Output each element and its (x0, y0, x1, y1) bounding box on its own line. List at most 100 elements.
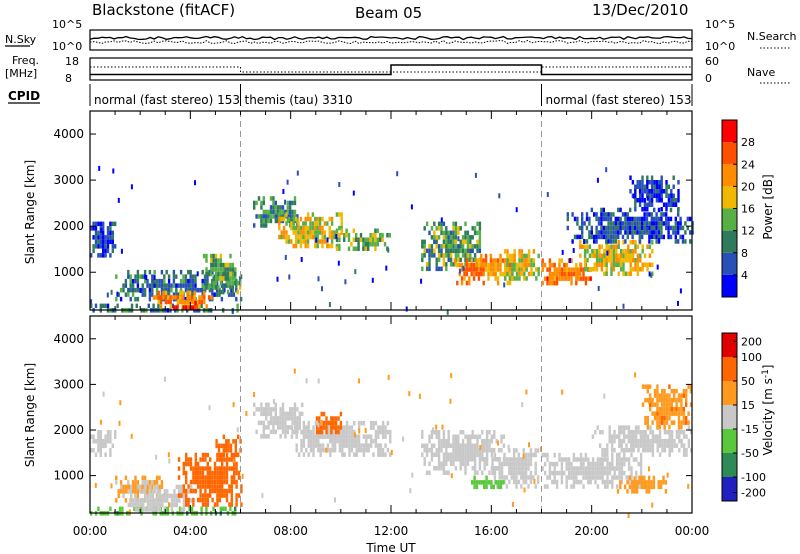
velocity-colorbar-label: Velocity [m s-1] (761, 365, 775, 456)
echo-speckle (98, 165, 101, 171)
echo-speckle (309, 431, 312, 437)
echo-speckle (116, 291, 119, 297)
colorbar-tick-label: 12 (741, 225, 755, 238)
echo-speckle (231, 309, 234, 315)
echo-speckle (497, 440, 499, 446)
echo-speckle (396, 171, 399, 177)
echo-region (491, 448, 540, 489)
colorbar-bin (722, 333, 737, 357)
x-tick-label: 00:00 (675, 524, 710, 538)
echo-region (278, 212, 343, 249)
echo-speckle (410, 204, 413, 210)
echo-speckle (440, 217, 443, 223)
echo-speckle (462, 265, 465, 271)
colorbar-tick-label: 20 (741, 180, 755, 193)
echo-speckle (651, 502, 654, 508)
echo-speckle (153, 480, 156, 485)
colorbar-tick-label: 8 (741, 247, 748, 260)
power-colorbar: 4 8 12 16 20 24 28 Power [dB] (721, 119, 775, 298)
freq-line (90, 64, 692, 76)
colorbar-tick-label: -50 (741, 447, 759, 460)
echo-region (616, 475, 668, 494)
echo-speckle (326, 237, 329, 243)
echo-speckle (523, 487, 526, 493)
echo-speckle (128, 509, 131, 515)
echo-speckle (286, 179, 289, 185)
echo-speckle (385, 265, 388, 271)
echo-speckle (338, 182, 341, 187)
echo-region (503, 249, 540, 281)
echo-speckle (354, 269, 357, 275)
echo-region (471, 475, 505, 490)
x-tick-label: 16:00 (474, 524, 509, 538)
y-tick-label: 2000 (53, 423, 84, 437)
colorbar-bin (722, 120, 737, 143)
echo-speckle (245, 411, 248, 416)
echo-speckle (622, 303, 625, 309)
x-tick-label: 20:00 (574, 524, 609, 538)
echo-speckle (632, 193, 635, 199)
echo-region (421, 430, 506, 475)
echo-region (579, 240, 654, 276)
nave-tick-high: 60 (705, 55, 719, 68)
echo-speckle (296, 170, 299, 176)
echo-speckle (446, 309, 449, 315)
echo-speckle (658, 237, 661, 243)
echo-speckle (666, 472, 669, 478)
echo-speckle (390, 449, 393, 455)
echo-speckle (288, 274, 291, 280)
colorbar-bin (722, 186, 737, 209)
freq-panel: Freq. [MHz] 18 8 60 0 Nave (5, 54, 790, 85)
echo-speckle (317, 378, 320, 384)
colorbar-tick-label: 16 (741, 203, 755, 216)
echo-speckle (130, 433, 133, 439)
echo-speckle (605, 167, 608, 173)
nave-tick-low: 0 (705, 72, 712, 85)
echo-speckle (100, 227, 103, 233)
colorbar-bin (722, 429, 737, 453)
echo-speckle (118, 420, 121, 426)
echo-speckle (503, 282, 506, 288)
echo-speckle (293, 368, 296, 374)
cpid-segment-label: themis (tau) 3310 (245, 93, 353, 107)
echo-speckle (110, 483, 113, 489)
echo-speckle (94, 482, 97, 488)
echo-speckle (99, 419, 102, 425)
colorbar-bin (722, 453, 737, 477)
power-panel: 1000 2000 3000 4000 Slant Range [km] (23, 110, 694, 315)
cpid-row: CPID normal (fast stereo) 153 themis (tau… (8, 84, 693, 107)
echo-speckle (358, 378, 361, 384)
echo-speckle (634, 372, 637, 378)
nsky-line (89, 35, 693, 41)
echo-speckle (679, 288, 682, 294)
colorbar-tick-label: -15 (741, 423, 759, 436)
freq-tick-high: 18 (65, 55, 79, 68)
echo-speckle (139, 288, 142, 293)
echo-speckle (337, 260, 340, 266)
echo-region (90, 506, 237, 516)
y-tick-label: 1000 (53, 469, 84, 483)
echo-speckle (648, 398, 651, 404)
x-tick-label: 04:00 (173, 524, 208, 538)
echo-speckle (153, 274, 156, 280)
velocity-xlabel: Time UT (365, 541, 416, 554)
echo-speckle (647, 466, 650, 472)
echo-speckle (120, 248, 123, 254)
colorbar-bin (722, 357, 737, 381)
echo-region (453, 253, 514, 286)
echo-speckle (687, 483, 690, 489)
power-ylabel: Slant Range [km] (23, 160, 37, 264)
echo-speckle (353, 432, 356, 438)
echo-speckle (261, 492, 264, 498)
echo-speckle (284, 254, 287, 260)
echo-speckle (317, 276, 320, 282)
velocity-colorbar: 200 100 50 15 -15 -50 -100 -200 Velocity [m s-1… (721, 332, 775, 502)
colorbar-tick-label: 200 (741, 335, 762, 348)
velocity-panel: 1000 2000 3000 4000 00:00 04:00 08:00 12:00 16:0… (23, 315, 710, 554)
colorbar-bin (722, 274, 737, 297)
colorbar-tick-label: 24 (741, 158, 755, 171)
colorbar-tick-label: -200 (741, 487, 766, 500)
echo-speckle (300, 257, 303, 262)
echo-speckle (572, 248, 575, 253)
y-tick-label: 3000 (53, 377, 84, 391)
